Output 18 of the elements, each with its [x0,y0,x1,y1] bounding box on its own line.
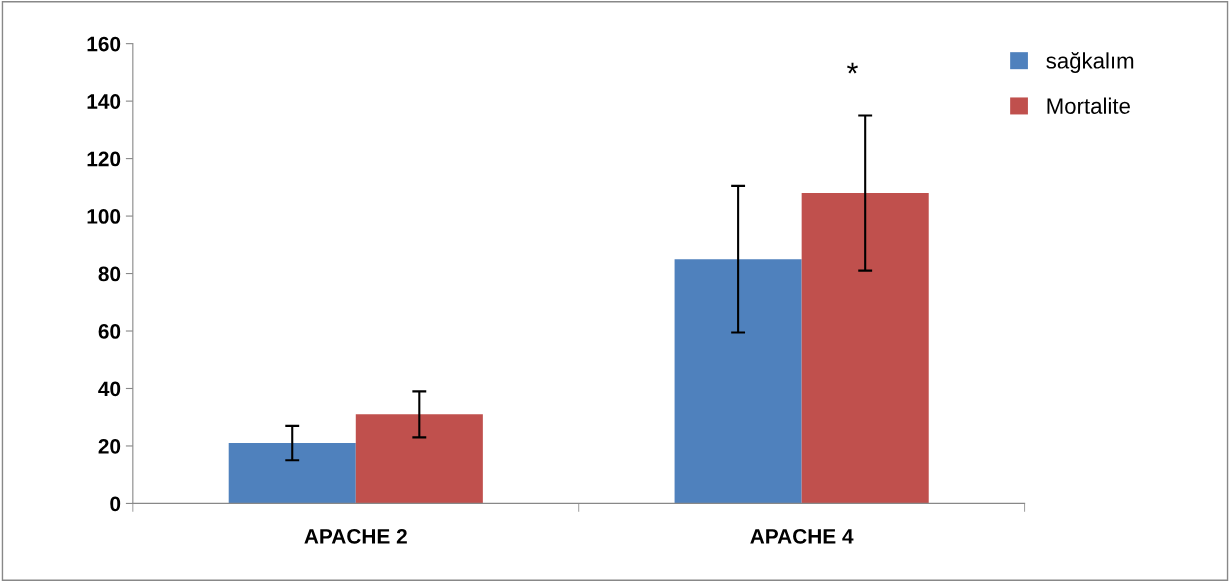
bar [355,414,483,504]
y-tick-label: 160 [87,36,121,52]
annotation: * [847,62,858,74]
y-tick-label: 140 [87,94,121,109]
x-tick-label: APACHE 4 [750,528,854,544]
bar [228,443,356,504]
y-tick-label: 80 [98,266,121,282]
bar [801,193,929,504]
x-tick-label: APACHE 2 [304,528,407,544]
y-tick-label: 40 [98,381,121,397]
y-tick-label: 0 [110,496,121,512]
legend-label: Mortalite [1047,97,1130,114]
bar [674,259,802,504]
y-tick-label: 60 [98,324,121,339]
y-tick-label: 100 [87,209,121,224]
y-tick-label: 20 [98,438,121,454]
legend-label: sağkalım [1046,52,1134,74]
y-tick-label: 120 [87,151,121,167]
